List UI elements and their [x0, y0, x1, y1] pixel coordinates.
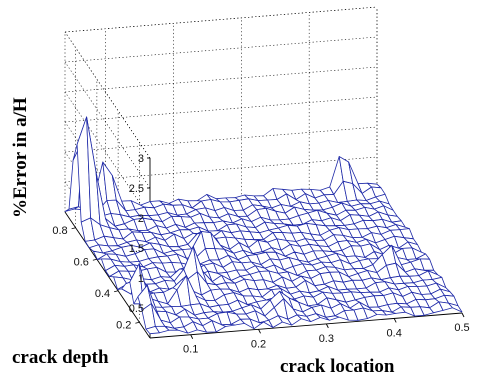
x-tick-label: 0.2 [251, 338, 266, 350]
z-axis-label: %Error in a/H [10, 97, 31, 218]
y-tick-label: 0.4 [95, 288, 110, 300]
y-tick-label: 0.8 [52, 225, 67, 237]
x-tick-label: 0.4 [387, 327, 402, 339]
surface-mesh [64, 116, 463, 335]
grid-line [64, 66, 378, 93]
y-tick-mark [114, 290, 119, 293]
x-axis [149, 312, 463, 339]
x-tick-mark [190, 334, 194, 339]
grid-line [64, 91, 151, 219]
x-tick-label: 0.3 [319, 333, 334, 345]
y-tick-mark [135, 321, 140, 324]
x-tick-label: 0.5 [454, 322, 469, 334]
grid-line [64, 126, 378, 153]
x-tick-mark [258, 329, 261, 334]
x-tick-mark [325, 323, 329, 329]
grid-line [64, 61, 151, 189]
y-axis [64, 211, 151, 339]
z-tick-label: 1.5 [129, 243, 144, 255]
tick-labels: 0.5 1 1.5 2 2.5 3 0.1 0.2 0.3 0.4 0.5 0.2 0.4 0.6 0.8 [52, 153, 469, 356]
y-tick-mark [92, 258, 97, 261]
box-edge [64, 31, 151, 159]
grid-line [64, 96, 378, 123]
grid-line [64, 36, 378, 63]
mesh-cell [448, 302, 463, 313]
y-tick-mark [71, 227, 76, 230]
y-axis-label: crack depth [12, 347, 109, 368]
z-tick-label: 2.5 [129, 183, 144, 195]
z-tick-label: 0.5 [129, 303, 144, 315]
y-tick-label: 0.6 [74, 256, 89, 268]
z-tick-label: 3 [138, 153, 144, 165]
x-tick-label: 0.1 [183, 344, 198, 356]
y-tick-label: 0.2 [116, 319, 131, 331]
x-tick-mark [461, 312, 465, 318]
box-edge [64, 6, 378, 33]
x-tick-mark [393, 318, 397, 323]
x-axis-label: crack location [280, 356, 395, 377]
z-tick-label: 1 [138, 273, 144, 285]
z-tick-label: 2 [138, 213, 144, 225]
